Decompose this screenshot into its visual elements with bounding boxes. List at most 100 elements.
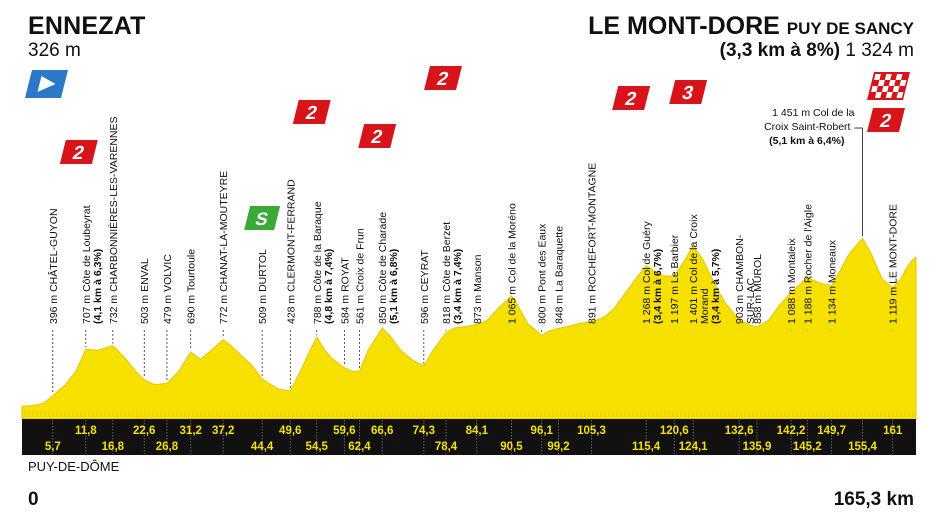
waypoint-group: 1 197 m Le Barbier bbox=[669, 234, 681, 324]
finish-flag-check bbox=[892, 86, 900, 92]
climb-category-badge: 2 bbox=[424, 66, 463, 90]
km-label: 124,1 bbox=[679, 441, 708, 453]
waypoint-group: 707 m Côte de Loubeyrat (4,1 km à 6,3%) bbox=[81, 205, 104, 324]
finish-flag-check bbox=[899, 80, 907, 86]
waypoint-label: 509 m DURTOL bbox=[257, 249, 269, 324]
waypoint-label: 732 m CHARBONNIÈRES-LES-VARENNES bbox=[107, 116, 120, 324]
km-label: 145,2 bbox=[793, 441, 822, 453]
km-label: 132,6 bbox=[725, 425, 754, 437]
km-label: 120,6 bbox=[660, 425, 689, 437]
climb-badge-category: 2 bbox=[878, 111, 894, 132]
climb-category-badge: 2 bbox=[867, 108, 905, 132]
waypoint-group: 1 401 m Col de la Croix Morand (3,4 km à 5… bbox=[688, 214, 722, 324]
region-label: PUY-DE-DÔME bbox=[28, 459, 120, 474]
waypoint-climb-detail: (4,8 km à 7,4%) bbox=[323, 249, 335, 324]
start-altitude: 326 m bbox=[28, 40, 81, 61]
km-label: 99,2 bbox=[547, 441, 569, 453]
waypoint-label: 1 119 m LE MONT-DORE bbox=[888, 204, 900, 324]
finish-town: LE MONT-DORE PUY DE SANCY bbox=[588, 12, 914, 41]
climb-badge-category: 2 bbox=[304, 103, 320, 124]
distance-start: 0 bbox=[28, 489, 39, 510]
start-town: ENNEZAT bbox=[28, 12, 146, 40]
climb-badge-category: 2 bbox=[623, 89, 639, 110]
waypoint-climb-detail: (4,1 km à 6,3%) bbox=[92, 249, 104, 324]
climb-badge-bg bbox=[669, 80, 708, 104]
sprint-badge-bg bbox=[244, 206, 281, 230]
waypoint-label: 873 m Manson bbox=[472, 254, 484, 324]
km-label: 149,7 bbox=[817, 425, 846, 437]
finish-flag-check bbox=[884, 74, 892, 80]
finish-flag-check bbox=[874, 92, 882, 98]
km-label: 62,4 bbox=[348, 441, 371, 453]
km-label: 135,9 bbox=[743, 441, 772, 453]
climb-badge-bg bbox=[358, 124, 397, 148]
waypoint-group: 858 m MUROL bbox=[752, 254, 764, 324]
waypoint-label: 596 m CEYRAT bbox=[419, 250, 431, 324]
waypoint-group: 873 m Manson bbox=[472, 254, 484, 324]
finish-flag-check bbox=[871, 86, 878, 92]
waypoint-label: 903 m CHAMBON- bbox=[734, 234, 746, 324]
distance-total: 165,3 km bbox=[833, 489, 914, 510]
km-label: 31,2 bbox=[180, 425, 202, 437]
waypoint-group: 1 088 m Montaleix bbox=[786, 237, 798, 324]
waypoint-group: 891 m ROCHEFORT-MONTAGNE bbox=[586, 163, 598, 324]
climb-badge-bg bbox=[292, 100, 331, 124]
waypoint-label: 1 065 m Col de la Moréno bbox=[506, 203, 518, 324]
waypoint-group: 690 m Tourtoule bbox=[186, 249, 198, 324]
climb-category-badge: 2 bbox=[358, 124, 397, 148]
finish-flag-check bbox=[895, 74, 903, 80]
waypoint-group: 1 119 m LE MONT-DORE bbox=[888, 204, 900, 324]
km-label: 22,6 bbox=[133, 425, 155, 437]
climb-category-badge: 2 bbox=[612, 86, 651, 110]
finish-flag-check bbox=[896, 92, 904, 98]
finish-climb: (3,3 km à 8%) bbox=[719, 40, 841, 61]
waypoint-group: 596 m CEYRAT bbox=[419, 250, 431, 324]
km-band bbox=[22, 419, 916, 455]
waypoint-group: 503 m ENVAL bbox=[139, 258, 151, 324]
waypoint-label: 396 m CHÂTEL-GUYON bbox=[47, 208, 60, 324]
waypoint-label: 479 m VOLVIC bbox=[162, 254, 174, 324]
waypoint-label: 1 088 m Montaleix bbox=[786, 237, 798, 324]
km-label: 105,3 bbox=[577, 425, 606, 437]
waypoint-label: 818 m Côte de Berzet bbox=[441, 222, 453, 324]
waypoint-label: 800 m Pont des Eaux bbox=[537, 223, 549, 324]
waypoint-label: 1 451 m Col de la bbox=[772, 107, 854, 119]
waypoint-label: 707 m Côte de Loubeyrat bbox=[81, 205, 93, 324]
waypoint-group: 428 m CLERMONT-FERRAND bbox=[285, 179, 297, 324]
waypoint-group: 1 134 m Moneaux bbox=[827, 239, 839, 324]
km-label: 54,5 bbox=[306, 441, 329, 453]
waypoint-group: 561 m Croix de Frun bbox=[354, 228, 366, 324]
waypoint-group: 509 m DURTOL bbox=[257, 249, 269, 324]
finish-flag-check bbox=[888, 80, 896, 86]
km-label: 74,3 bbox=[413, 425, 435, 437]
waypoint-label: 584 m ROYAT bbox=[339, 257, 351, 324]
finish-flag-icon bbox=[867, 72, 910, 100]
climb-badge-category: 2 bbox=[369, 127, 385, 148]
waypoint-climb-detail: (3,4 km à 5,7%) bbox=[710, 249, 722, 324]
waypoint-group: 584 m ROYAT bbox=[339, 257, 351, 324]
waypoint-label: 858 m MUROL bbox=[752, 254, 764, 324]
finish-flag-check bbox=[881, 86, 889, 92]
waypoint-label: 1 401 m Col de la Croix bbox=[688, 214, 700, 324]
waypoint-group: 772 m CHANAT-LA-MOUTEYRE bbox=[218, 171, 230, 324]
waypoint-group: 850 m Côte de Charade (5,1 km à 6,8%) bbox=[377, 212, 400, 324]
finish-altitude: 1 324 m bbox=[845, 40, 914, 61]
km-label: 16,8 bbox=[102, 441, 125, 453]
finish-flag-check bbox=[874, 74, 881, 80]
km-label: 142,2 bbox=[777, 425, 806, 437]
km-label: 84,1 bbox=[466, 425, 489, 437]
finish-suffix: PUY DE SANCY bbox=[786, 19, 914, 38]
waypoint-climb-detail: (5,1 km à 6,4%) bbox=[769, 135, 844, 147]
km-label: 96,1 bbox=[531, 425, 554, 437]
km-label: 66,6 bbox=[371, 425, 393, 437]
waypoint-label: 850 m Côte de Charade bbox=[377, 212, 389, 324]
waypoint-label: 1 134 m Moneaux bbox=[827, 239, 839, 324]
waypoint-group: 1 065 m Col de la Moréno bbox=[506, 203, 518, 324]
waypoint-group: 818 m Côte de Berzet (3,4 km à 7,4%) bbox=[441, 222, 464, 324]
waypoint-group: 800 m Pont des Eaux bbox=[537, 223, 549, 324]
start-flag-arrow bbox=[37, 76, 56, 92]
waypoint-group: 848 m La Baraquette bbox=[554, 226, 566, 324]
waypoint-group: 903 m CHAMBON- SUR-LAC bbox=[734, 234, 757, 324]
waypoint-climb-detail: (3,4 km à 6,7%) bbox=[652, 249, 664, 324]
